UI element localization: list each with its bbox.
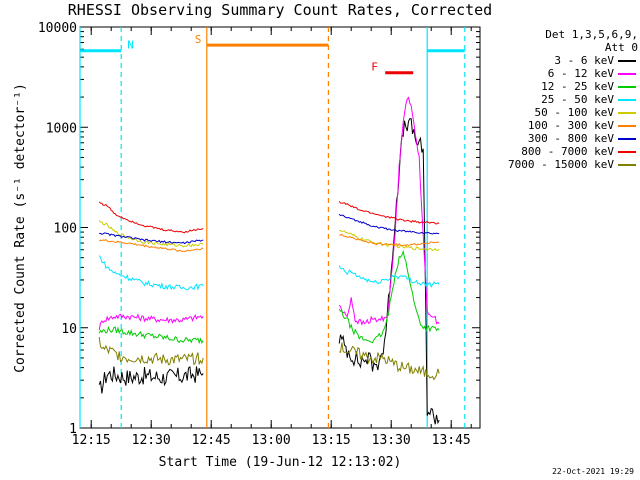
x-axis-label: Start Time (19-Jun-12 12:13:02) bbox=[159, 455, 402, 470]
vertical-markers bbox=[79, 27, 466, 428]
legend-item: 300 - 800 keV bbox=[482, 132, 638, 145]
flag-label: S bbox=[195, 33, 202, 46]
timestamp: 22-Oct-2021 19:29 bbox=[552, 467, 634, 476]
y-tick-label: 1 bbox=[69, 422, 77, 437]
y-tick-label: 100 bbox=[54, 222, 77, 237]
x-tick-label: 12:45 bbox=[192, 433, 231, 448]
x-tick-label: 12:30 bbox=[132, 433, 171, 448]
legend-label: 12 - 25 keV bbox=[541, 80, 614, 93]
series-line bbox=[98, 201, 204, 234]
legend-label: 300 - 800 keV bbox=[527, 132, 614, 145]
x-tick-label: 13:45 bbox=[432, 433, 471, 448]
y-tick-label: 10000 bbox=[38, 21, 77, 36]
series-line bbox=[338, 213, 440, 235]
legend-item: 50 - 100 keV bbox=[482, 106, 638, 119]
legend: Det 1,3,5,6,9, Att 0 3 - 6 keV 6 - 12 keV… bbox=[482, 28, 638, 171]
legend-label: 25 - 50 keV bbox=[541, 93, 614, 106]
flag-label: F bbox=[371, 61, 378, 74]
x-tick-label: 13:30 bbox=[372, 433, 411, 448]
y-axis-label: Corrected Count Rate (s⁻¹ detector⁻¹) bbox=[13, 83, 28, 373]
legend-item: 7000 - 15000 keV bbox=[482, 158, 638, 171]
legend-header-line-2: Att 0 bbox=[604, 41, 638, 54]
legend-swatch bbox=[618, 125, 636, 127]
legend-swatch bbox=[618, 86, 636, 88]
legend-label: 100 - 300 keV bbox=[527, 119, 614, 132]
legend-label: 800 - 7000 keV bbox=[521, 145, 614, 158]
series-line bbox=[98, 238, 204, 253]
series-line bbox=[98, 325, 204, 345]
legend-item: 100 - 300 keV bbox=[482, 119, 638, 132]
series-line bbox=[99, 232, 204, 245]
legend-swatch bbox=[618, 151, 636, 153]
legend-swatch bbox=[618, 164, 636, 166]
flag-bars: N S F bbox=[80, 33, 465, 75]
series-line bbox=[338, 249, 440, 344]
legend-item: 800 - 7000 keV bbox=[482, 145, 638, 158]
series-lines bbox=[98, 96, 440, 425]
y-tick-label: 10 bbox=[61, 322, 77, 337]
legend-swatch bbox=[618, 73, 636, 75]
y-tick-label: 1000 bbox=[46, 121, 77, 136]
legend-header-line-1: Det 1,3,5,6,9, bbox=[545, 28, 638, 41]
legend-swatch bbox=[618, 138, 636, 140]
legend-item: 25 - 50 keV bbox=[482, 93, 638, 106]
series-line bbox=[98, 220, 204, 248]
legend-swatch bbox=[618, 112, 636, 114]
legend-label: 50 - 100 keV bbox=[534, 106, 614, 119]
series-line bbox=[338, 96, 440, 326]
y-tick-labels: 1 10 100 1000 10000 bbox=[38, 21, 77, 437]
axis-ticks bbox=[80, 27, 480, 429]
series-line bbox=[338, 265, 440, 288]
chart-title: RHESSI Observing Summary Count Rates, Co… bbox=[68, 1, 492, 19]
legend-item: 3 - 6 keV bbox=[482, 54, 638, 67]
series-line bbox=[98, 336, 204, 366]
series-line bbox=[98, 365, 204, 394]
legend-label: 6 - 12 keV bbox=[547, 67, 614, 80]
series-line bbox=[339, 233, 440, 247]
x-tick-label: 13:00 bbox=[252, 433, 291, 448]
series-line bbox=[339, 342, 440, 381]
x-tick-label: 13:15 bbox=[312, 433, 351, 448]
series-line bbox=[338, 118, 440, 425]
legend-label: 3 - 6 keV bbox=[554, 54, 614, 67]
legend-label: 7000 - 15000 keV bbox=[508, 158, 614, 171]
series-line bbox=[98, 255, 204, 291]
x-tick-labels: 12:15 12:30 12:45 13:00 13:15 13:30 13:45 bbox=[72, 433, 471, 448]
series-line bbox=[98, 313, 204, 331]
legend-item: 6 - 12 keV bbox=[482, 67, 638, 80]
legend-swatch bbox=[618, 60, 636, 62]
x-tick-label: 12:15 bbox=[72, 433, 111, 448]
flag-label: N bbox=[127, 39, 134, 52]
legend-swatch bbox=[618, 99, 636, 101]
series-line bbox=[338, 200, 440, 225]
legend-item: 12 - 25 keV bbox=[482, 80, 638, 93]
